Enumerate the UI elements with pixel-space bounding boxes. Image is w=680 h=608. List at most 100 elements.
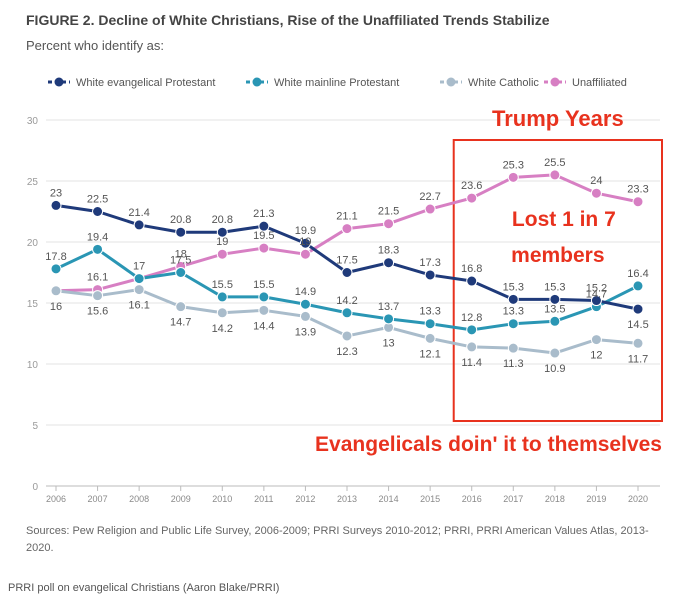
point-white-catholic [466, 341, 478, 353]
x-tick-label: 2016 [462, 494, 482, 504]
trump-years-box [452, 139, 664, 422]
annotation-lost-line1: Lost 1 in 7 [512, 208, 616, 231]
data-label-unaffiliated: 19 [216, 236, 228, 248]
x-tick-label: 2018 [545, 494, 565, 504]
legend-label: White Catholic [468, 77, 539, 89]
legend-swatch-dot [252, 77, 262, 87]
data-label-white-mainline-protestant: 13.3 [419, 306, 440, 318]
data-label-white-mainline-protestant: 12.8 [461, 312, 482, 324]
data-label-white-catholic: 12 [590, 350, 602, 362]
data-label-white-catholic: 16.1 [128, 300, 149, 312]
series-points [50, 169, 644, 359]
chart-legend: White evangelical Protestant White mainli… [48, 77, 627, 89]
point-white-catholic [632, 337, 644, 349]
data-label-white-catholic: 11.4 [461, 357, 482, 369]
point-white-catholic [258, 304, 270, 316]
data-label-white-mainline-protestant: 13.5 [544, 303, 565, 315]
data-label-unaffiliated: 19.5 [253, 230, 274, 242]
point-white-evangelical-protestant [299, 237, 311, 249]
point-white-evangelical-protestant [341, 267, 353, 278]
point-white-evangelical-protestant [507, 293, 519, 305]
point-white-evangelical-protestant [549, 293, 561, 305]
legend-label: Unaffiliated [572, 77, 627, 89]
data-label-white-mainline-protestant: 14.9 [295, 286, 316, 298]
x-axis: 2006 2007 2008 2009 2010 2011 2012 2013 2014 2015… [46, 486, 648, 504]
data-label-white-evangelical-protestant: 22.5 [87, 194, 108, 206]
data-label-white-catholic: 13 [382, 337, 394, 349]
point-white-mainline-protestant [299, 298, 311, 310]
point-white-catholic [50, 285, 62, 297]
x-tick-label: 2017 [503, 494, 523, 504]
point-white-mainline-protestant [92, 243, 104, 255]
point-white-catholic [424, 332, 436, 344]
x-tick-label: 2012 [295, 494, 315, 504]
data-labels: 23 22.5 21.4 20.8 20.8 21.3 19.9 17.5 18.3 17.3 16… [45, 157, 648, 375]
data-label-white-catholic: 14.7 [170, 317, 191, 329]
x-tick-label: 2009 [171, 494, 191, 504]
y-tick-label: 5 [32, 421, 38, 432]
data-label-white-evangelical-protestant: 14.5 [627, 319, 648, 331]
point-white-evangelical-protestant [133, 219, 145, 231]
point-white-catholic [133, 284, 145, 296]
point-white-mainline-protestant [466, 324, 478, 336]
x-tick-label: 2011 [254, 494, 273, 504]
data-label-white-catholic: 16 [50, 301, 62, 313]
annotation-rectangle [452, 139, 664, 422]
point-unaffiliated [424, 203, 436, 215]
data-label-white-evangelical-protestant: 21.4 [128, 207, 149, 219]
point-white-evangelical-protestant [383, 257, 395, 269]
point-white-mainline-protestant [341, 307, 353, 319]
point-white-evangelical-protestant [632, 303, 644, 315]
data-label-white-catholic: 14.4 [253, 320, 274, 332]
point-unaffiliated [507, 171, 519, 183]
x-tick-label: 2015 [420, 494, 440, 504]
data-label-white-evangelical-protestant: 17.3 [419, 257, 440, 269]
legend-label: White mainline Protestant [274, 77, 399, 89]
data-label-white-mainline-protestant: 16.4 [627, 268, 648, 280]
y-tick-label: 20 [27, 238, 39, 249]
point-white-catholic [299, 310, 311, 322]
point-white-evangelical-protestant [50, 199, 62, 211]
point-unaffiliated [632, 196, 644, 208]
data-label-unaffiliated: 16.1 [87, 272, 108, 284]
y-tick-label: 10 [27, 360, 39, 371]
annotation-texts: Trump Years Lost 1 in 7 members Evangelical… [315, 106, 662, 456]
data-label-unaffiliated: 23.6 [461, 180, 482, 192]
y-axis: 0 5 10 15 20 25 30 [27, 116, 39, 493]
data-label-white-catholic: 10.9 [544, 363, 565, 375]
figure-subtitle: Percent who identify as: [26, 38, 165, 53]
data-label-white-catholic: 11.7 [628, 353, 649, 365]
point-white-evangelical-protestant [258, 220, 270, 232]
point-white-evangelical-protestant [466, 275, 478, 287]
point-white-evangelical-protestant [590, 295, 602, 307]
point-white-mainline-protestant [50, 263, 62, 275]
x-tick-label: 2007 [88, 494, 108, 504]
data-label-white-catholic: 12.3 [336, 346, 357, 358]
x-tick-label: 2010 [212, 494, 232, 504]
point-unaffiliated [549, 169, 561, 181]
data-label-white-mainline-protestant: 13.7 [378, 301, 399, 313]
data-label-white-evangelical-protestant: 15.2 [586, 283, 607, 295]
legend-item-white-catholic: White Catholic [440, 77, 539, 89]
data-label-white-catholic: 14.2 [212, 323, 233, 335]
x-tick-label: 2019 [586, 494, 606, 504]
data-label-unaffiliated: 23.3 [627, 184, 648, 196]
point-white-evangelical-protestant [92, 206, 104, 217]
point-unaffiliated [383, 218, 395, 230]
point-white-catholic [175, 301, 187, 313]
point-white-catholic [341, 330, 353, 342]
point-white-mainline-protestant [175, 267, 187, 278]
data-label-white-mainline-protestant: 15.5 [212, 279, 233, 291]
legend-item-white-evangelical-protestant: White evangelical Protestant [48, 77, 215, 89]
point-unaffiliated [341, 223, 353, 235]
point-white-evangelical-protestant [175, 226, 187, 238]
x-tick-label: 2013 [337, 494, 357, 504]
data-label-white-evangelical-protestant: 19.9 [295, 225, 316, 237]
y-tick-label: 15 [27, 299, 39, 310]
y-tick-label: 30 [27, 116, 39, 127]
sources-note: Sources: Pew Religion and Public Life Su… [26, 525, 649, 554]
data-label-white-evangelical-protestant: 17.5 [336, 255, 357, 267]
data-label-unaffiliated: 18 [175, 248, 187, 260]
data-label-white-mainline-protestant: 14.2 [336, 295, 357, 307]
data-label-unaffiliated: 22.7 [419, 191, 440, 203]
